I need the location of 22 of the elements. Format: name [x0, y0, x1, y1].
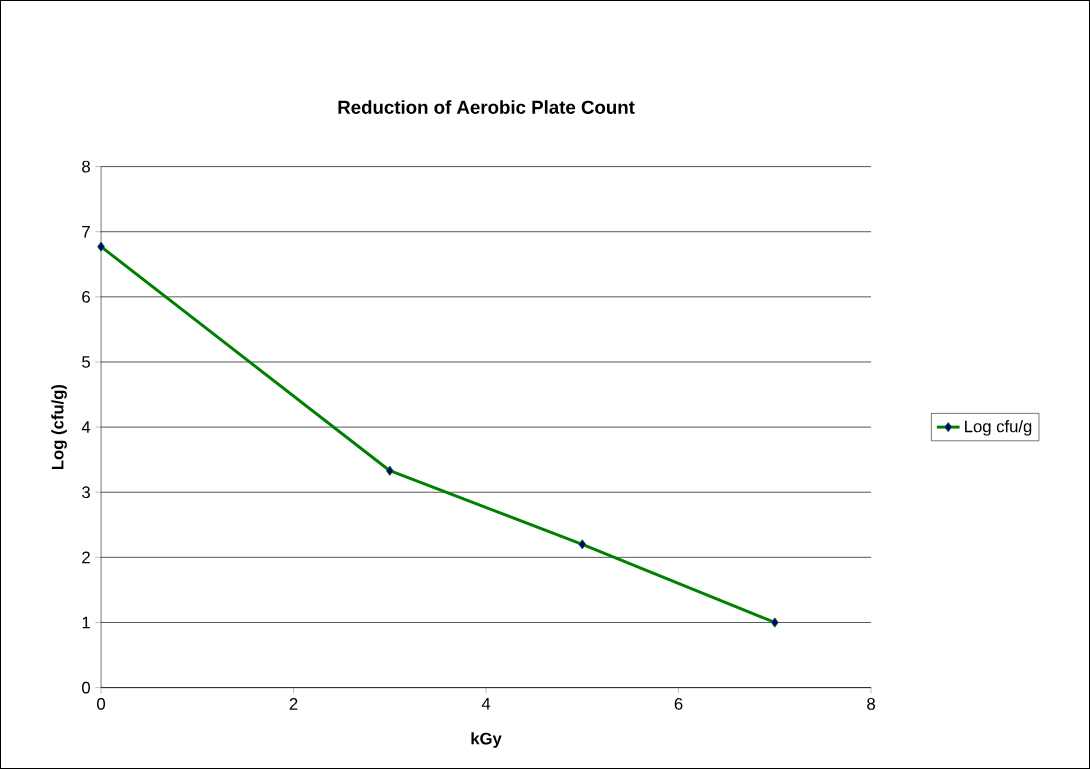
x-tick-label: 2	[289, 698, 298, 710]
y-tick-label: 5	[82, 356, 90, 368]
x-tick-label: 0	[97, 698, 106, 710]
y-tick-label: 8	[82, 160, 90, 173]
point	[770, 617, 779, 628]
x-tick-label: 6	[674, 698, 683, 710]
x-tick-label: 4	[481, 698, 491, 710]
y-tick-label: 3	[82, 486, 90, 499]
chart-title: Reduction of Aerobic Plate Count	[338, 100, 635, 114]
y-tick-label: 6	[82, 290, 90, 303]
x-axis-title: kGy	[471, 732, 502, 748]
legend-label: Log cfu/g	[965, 420, 1032, 436]
y-tick-label: 1	[82, 616, 90, 629]
y-tick-label: 0	[82, 681, 91, 694]
y-tick-label: 7	[82, 226, 90, 238]
y-axis-title: Log (cfu/g)	[51, 384, 67, 470]
y-tick-label: 4	[81, 421, 91, 433]
y-tick-label: 2	[82, 551, 90, 564]
point	[385, 465, 394, 476]
x-tick-label: 8	[867, 698, 875, 710]
point	[578, 539, 587, 550]
point	[97, 241, 105, 252]
